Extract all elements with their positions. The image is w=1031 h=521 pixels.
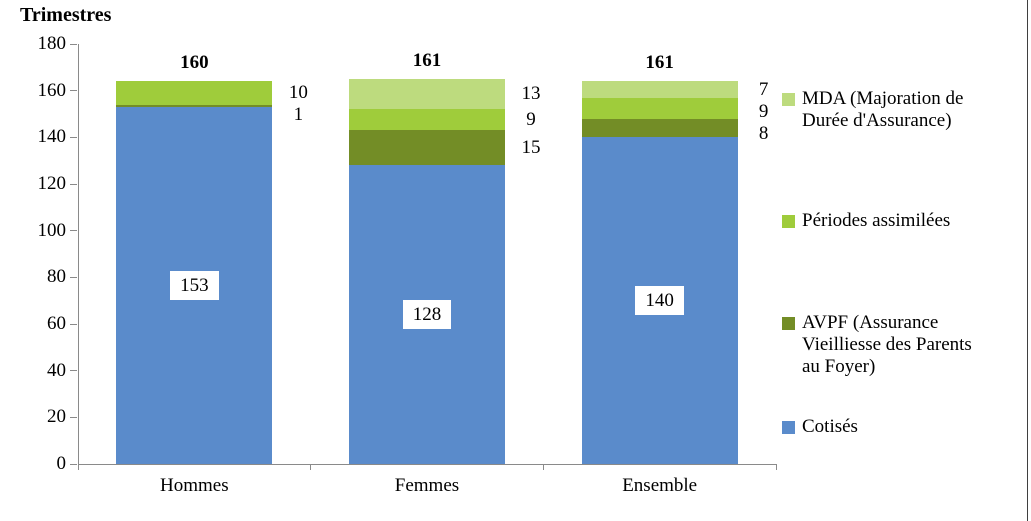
y-axis-tick: [70, 416, 77, 418]
x-axis-category-label: Hommes: [160, 475, 229, 496]
bar-total-label: 160: [180, 52, 209, 74]
y-axis-tick: [70, 43, 77, 45]
segment-value-label: 13: [521, 83, 541, 105]
bar-segment: [581, 118, 738, 138]
bar-inside-label: 128: [349, 299, 505, 329]
chart-title: Trimestres: [20, 4, 112, 26]
y-axis-tick-label: 120: [37, 173, 67, 194]
y-axis-tick: [70, 136, 77, 138]
y-axis-tick-label: 80: [47, 266, 66, 288]
y-axis-tick-label: 60: [47, 313, 66, 334]
plot-area: [78, 44, 777, 465]
bar-segment: [349, 130, 505, 166]
legend-item-periodes-assimilees: Périodes assimilées: [782, 210, 950, 232]
bar-segment: [349, 79, 505, 110]
y-axis-tick-label: 40: [47, 359, 66, 381]
legend: MDA (Majoration de Durée d'Assurance) Pé…: [782, 0, 1028, 521]
y-axis-tick: [70, 276, 77, 278]
bar-inside-label: 140: [582, 285, 738, 315]
y-axis-tick: [70, 183, 77, 185]
y-axis-tick: [70, 463, 77, 465]
segment-value-label: 1: [293, 104, 304, 125]
legend-item-mda: MDA (Majoration de Durée d'Assurance): [782, 88, 977, 132]
x-axis-category-label: Ensemble: [622, 475, 698, 496]
y-axis-tick-label: 100: [37, 219, 67, 241]
bar-segment: [116, 81, 273, 105]
y-axis-tick: [70, 370, 77, 372]
y-axis-tick: [70, 90, 77, 92]
segment-value-label: 8: [758, 122, 769, 144]
bar-segment: [349, 109, 505, 131]
y-axis-tick-label: 160: [37, 79, 67, 101]
bar-segment: [116, 104, 273, 107]
legend-label-avpf: AVPF (Assurance Vieilliesse des Parents …: [802, 312, 972, 377]
x-axis-tick: [542, 464, 544, 470]
x-axis-category-label: Femmes: [394, 475, 460, 496]
bar-inside-label-box: 153: [170, 270, 219, 300]
segment-value-label: 9: [526, 108, 536, 130]
segment-value-label: 7: [758, 78, 769, 100]
bar-inside-label: 153: [116, 270, 272, 300]
legend-item-cotises: Cotisés: [782, 416, 858, 438]
x-axis-tick: [77, 464, 79, 470]
legend-label-mda: MDA (Majoration de Durée d'Assurance): [802, 88, 964, 131]
y-axis-tick-label: 180: [37, 33, 67, 54]
segment-value-label: 15: [521, 136, 541, 158]
frame-right-border: [1027, 0, 1028, 521]
mda-swatch-icon: [782, 93, 795, 106]
legend-label-cotises: Cotisés: [802, 416, 858, 437]
segment-value-label: 9: [758, 100, 769, 122]
x-axis-tick: [310, 464, 312, 470]
segment-value-label: 10: [288, 82, 308, 103]
legend-label-periodes-assimilees: Périodes assimilées: [802, 210, 951, 231]
y-axis-tick: [70, 323, 77, 325]
legend-item-avpf: AVPF (Assurance Vieilliesse des Parents …: [782, 312, 992, 378]
periodes-assimilees-swatch-icon: [782, 215, 795, 228]
bar-total-label: 161: [645, 52, 674, 74]
bar-inside-label-box: 140: [635, 285, 684, 315]
avpf-swatch-icon: [782, 317, 795, 330]
bar-segment: [581, 81, 738, 98]
y-axis-tick-label: 140: [37, 126, 67, 148]
bar-inside-label-box: 128: [402, 299, 452, 329]
y-axis-tick-label: 20: [47, 406, 66, 428]
x-axis-tick: [775, 464, 777, 470]
y-axis-tick-label: 0: [56, 453, 67, 474]
cotises-swatch-icon: [782, 421, 795, 434]
bar-total-label: 161: [412, 50, 442, 71]
y-axis-tick: [70, 230, 77, 232]
bar-segment: [581, 97, 738, 119]
